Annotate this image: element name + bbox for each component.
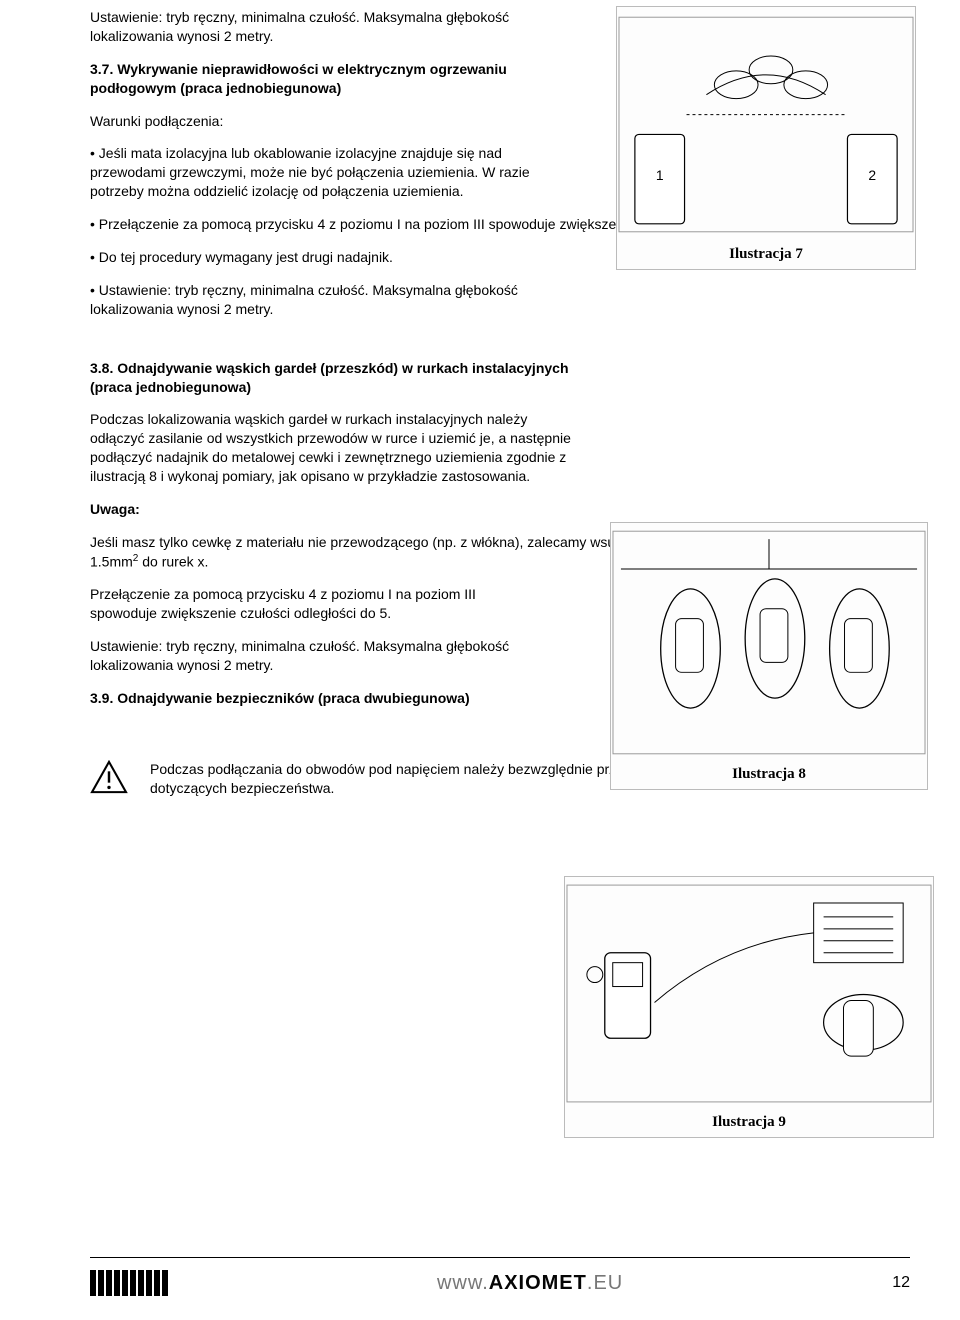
uwaga-p2: Przełączenie za pomocą przycisku 4 z poz…: [90, 585, 540, 623]
uwaga-label: Uwaga:: [90, 500, 870, 519]
footer-inner: www.AXIOMET.EU 12: [90, 1258, 910, 1296]
footer-www: www: [437, 1272, 482, 1294]
illustration-7-label: Ilustracja 7: [729, 246, 803, 263]
footer-axiomet: AXIOMET: [489, 1272, 587, 1294]
section-3-8-body: Podczas lokalizowania wąskich gardeł w r…: [90, 410, 580, 486]
svg-text:2: 2: [868, 167, 876, 183]
page-footer: www.AXIOMET.EU 12: [90, 1257, 910, 1296]
illustration-8: Ilustracja 8: [610, 522, 928, 790]
spacer: [90, 333, 870, 359]
footer-url: www.AXIOMET.EU: [437, 1272, 623, 1295]
section-3-9-heading: 3.9. Odnajdywanie bezpieczników (praca d…: [90, 689, 510, 708]
warning-icon: [90, 760, 128, 799]
illustration-8-label: Ilustracja 8: [732, 766, 806, 783]
page-number: 12: [892, 1274, 910, 1292]
svg-text:1: 1: [656, 167, 664, 183]
uwaga-p3: Ustawienie: tryb ręczny, minimalna czuło…: [90, 637, 550, 675]
section-3-7-heading: 3.7. Wykrywanie nieprawidłowości w elekt…: [90, 60, 570, 98]
illustration-7: 1 2 Ilustracja 7: [616, 6, 916, 270]
illustration-9-label: Ilustracja 9: [712, 1114, 786, 1131]
illustration-9: Ilustracja 9: [564, 876, 934, 1138]
footer-eu: EU: [593, 1272, 623, 1294]
connection-conditions-label: Warunki podłączenia:: [90, 112, 570, 131]
section-3-8-heading: 3.8. Odnajdywanie wąskich gardeł (przesz…: [90, 359, 580, 397]
barcode-icon: [90, 1270, 168, 1296]
illustration-8-svg: [611, 523, 927, 762]
intro-paragraph: Ustawienie: tryb ręczny, minimalna czuło…: [90, 8, 570, 46]
bullet-1: Jeśli mata izolacyjna lub okablowanie iz…: [90, 144, 570, 201]
illustration-9-svg: [565, 877, 933, 1110]
bullet-4: Ustawienie: tryb ręczny, minimalna czuło…: [90, 281, 570, 319]
uwaga-p1-b: do rurek x.: [138, 553, 208, 569]
illustration-7-svg: 1 2: [617, 7, 915, 242]
